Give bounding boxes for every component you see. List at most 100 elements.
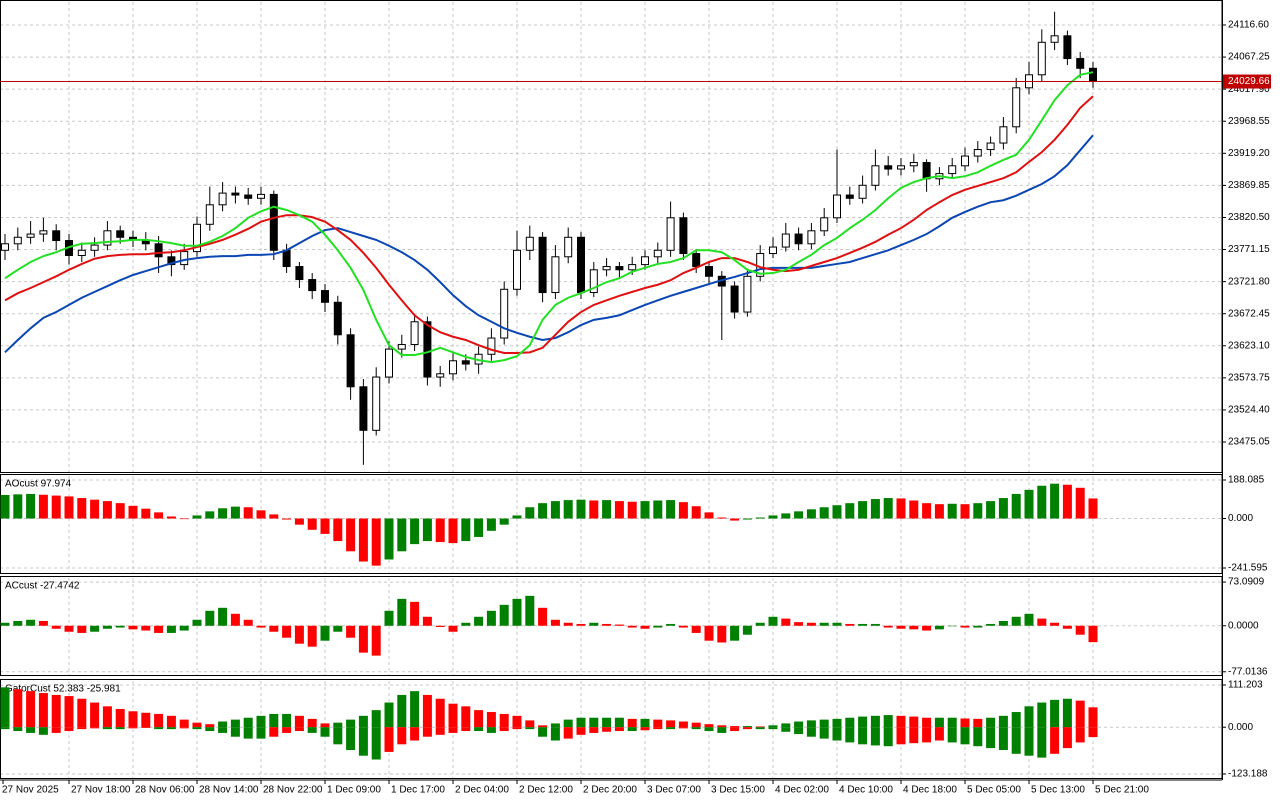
moving-average-line xyxy=(4,134,1094,354)
gator-bar xyxy=(602,717,612,728)
gator-bar xyxy=(346,719,356,728)
candle-body xyxy=(730,285,739,313)
y-tick-label: 111.203 xyxy=(1228,680,1263,691)
histogram-bar xyxy=(461,518,471,542)
gator-bar xyxy=(371,727,381,760)
histogram-bar xyxy=(1075,487,1085,519)
gator-bar xyxy=(653,719,663,728)
candle-body xyxy=(180,251,189,266)
candle-body xyxy=(666,217,675,251)
gator-bar xyxy=(704,727,714,732)
gator-bar xyxy=(845,727,855,743)
gator-bar xyxy=(960,718,970,728)
x-tick-label: 27 Nov 18:00 xyxy=(71,785,131,796)
gator-bar xyxy=(474,710,484,728)
gator-bar xyxy=(1011,727,1021,754)
candle-body xyxy=(909,162,918,167)
x-tick-label: 4 Dec 18:00 xyxy=(903,785,957,796)
histogram-bar xyxy=(26,493,36,519)
gator-bar xyxy=(1037,702,1047,728)
gator-bar xyxy=(230,719,240,728)
histogram-bar xyxy=(486,610,496,626)
histogram-bar xyxy=(486,518,496,531)
gator-bar xyxy=(666,727,676,730)
histogram-bar xyxy=(602,500,612,519)
gator-bar xyxy=(883,715,893,728)
gator-bar xyxy=(448,703,458,728)
gator-bar xyxy=(640,727,650,731)
gator-bar xyxy=(51,727,61,733)
gator-bar xyxy=(435,727,445,735)
histogram-bar xyxy=(13,494,23,519)
gator-bar xyxy=(64,727,74,732)
histogram-bar xyxy=(730,625,740,641)
histogram-bar xyxy=(819,507,829,519)
histogram-bar xyxy=(371,518,381,566)
histogram-bar xyxy=(666,500,676,519)
y-tick-label: 23721.80 xyxy=(1228,276,1270,287)
histogram-bar xyxy=(230,613,240,626)
gator-bar xyxy=(0,687,10,728)
histogram-bar xyxy=(1062,625,1072,629)
histogram-bar xyxy=(870,623,880,626)
gator-bar xyxy=(794,727,804,735)
candle-body xyxy=(628,264,637,271)
histogram-bar xyxy=(320,518,330,534)
candle-body xyxy=(500,288,509,339)
y-tick-label: 23623.10 xyxy=(1228,340,1270,351)
gator-bar xyxy=(806,720,816,728)
histogram-bar xyxy=(294,518,304,525)
histogram-bar xyxy=(333,518,343,542)
gator-bar xyxy=(0,727,10,730)
histogram-bar xyxy=(883,498,893,519)
histogram-bar xyxy=(563,622,573,626)
gator-bar xyxy=(998,715,1008,728)
gator-bar xyxy=(397,727,407,745)
gator-bar xyxy=(422,694,432,728)
candle-body xyxy=(90,244,99,251)
gator-bar xyxy=(640,718,650,728)
y-tick-label: -123.188 xyxy=(1228,769,1268,780)
histogram-bar xyxy=(589,622,599,626)
candle-body xyxy=(845,194,854,199)
histogram-bar xyxy=(512,598,522,626)
gator-bar xyxy=(410,727,420,741)
gator-bar xyxy=(781,727,791,732)
gator-bar xyxy=(819,719,829,728)
panel-title: ACcust -27.4742 xyxy=(5,581,80,592)
histogram-bar xyxy=(435,518,445,543)
histogram-bar xyxy=(947,503,957,519)
histogram-bar xyxy=(346,625,356,638)
candle-body xyxy=(705,266,713,277)
histogram-bar xyxy=(960,625,970,628)
x-tick-label: 4 Dec 10:00 xyxy=(839,785,893,796)
candle-body xyxy=(359,386,368,431)
histogram-bar xyxy=(525,595,535,626)
histogram-bar xyxy=(358,625,368,653)
gator-bar xyxy=(90,727,100,729)
candle-body xyxy=(525,236,534,251)
histogram-bar xyxy=(102,625,112,629)
gator-bar xyxy=(486,727,496,733)
candle-body xyxy=(884,165,893,170)
gator-bar xyxy=(358,727,368,756)
y-tick-label: 23475.05 xyxy=(1228,437,1270,448)
gator-bar xyxy=(550,727,560,741)
histogram-bar xyxy=(77,625,87,633)
histogram-bar xyxy=(627,625,637,628)
moving-average-line xyxy=(4,95,1094,354)
candle-body xyxy=(449,360,457,375)
y-tick-label: 0.0000 xyxy=(1228,620,1259,631)
candle-body xyxy=(333,301,342,336)
histogram-bar xyxy=(192,515,202,519)
gator-bar xyxy=(947,717,957,728)
gator-bar xyxy=(717,727,727,733)
gator-bar xyxy=(269,727,279,737)
histogram-bar xyxy=(230,506,240,519)
histogram-bar xyxy=(909,625,919,630)
candle-body xyxy=(538,236,547,294)
gator-bar xyxy=(333,727,343,745)
histogram-bar xyxy=(614,501,624,519)
gator-bar xyxy=(1050,727,1060,754)
histogram-bar xyxy=(384,610,394,626)
